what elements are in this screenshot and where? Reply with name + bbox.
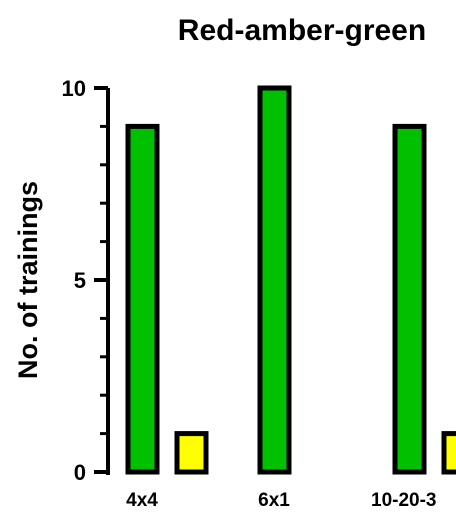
x-category-label: 4x4	[126, 490, 158, 511]
y-tick-label: 5	[74, 268, 86, 293]
x-category-label: 6x1	[258, 490, 290, 511]
y-tick-label: 0	[74, 460, 86, 485]
y-axis-label: No. of trainings	[13, 181, 43, 379]
bar-6x1-series-1	[257, 85, 292, 475]
plot-area	[125, 85, 456, 475]
chart-title: Red-amber-green	[178, 14, 426, 47]
axes: 0 5 10 4x4 6x1 10-20-3	[62, 76, 437, 511]
y-tick-label: 10	[62, 76, 86, 101]
bar-10-20-3-series-1	[392, 123, 427, 475]
bar-4x4-series-1	[125, 123, 160, 475]
x-category-label: 10-20-3	[371, 490, 437, 511]
bar-10-20-3-series-2	[441, 431, 456, 475]
bar-4x4-series-2	[174, 431, 209, 475]
